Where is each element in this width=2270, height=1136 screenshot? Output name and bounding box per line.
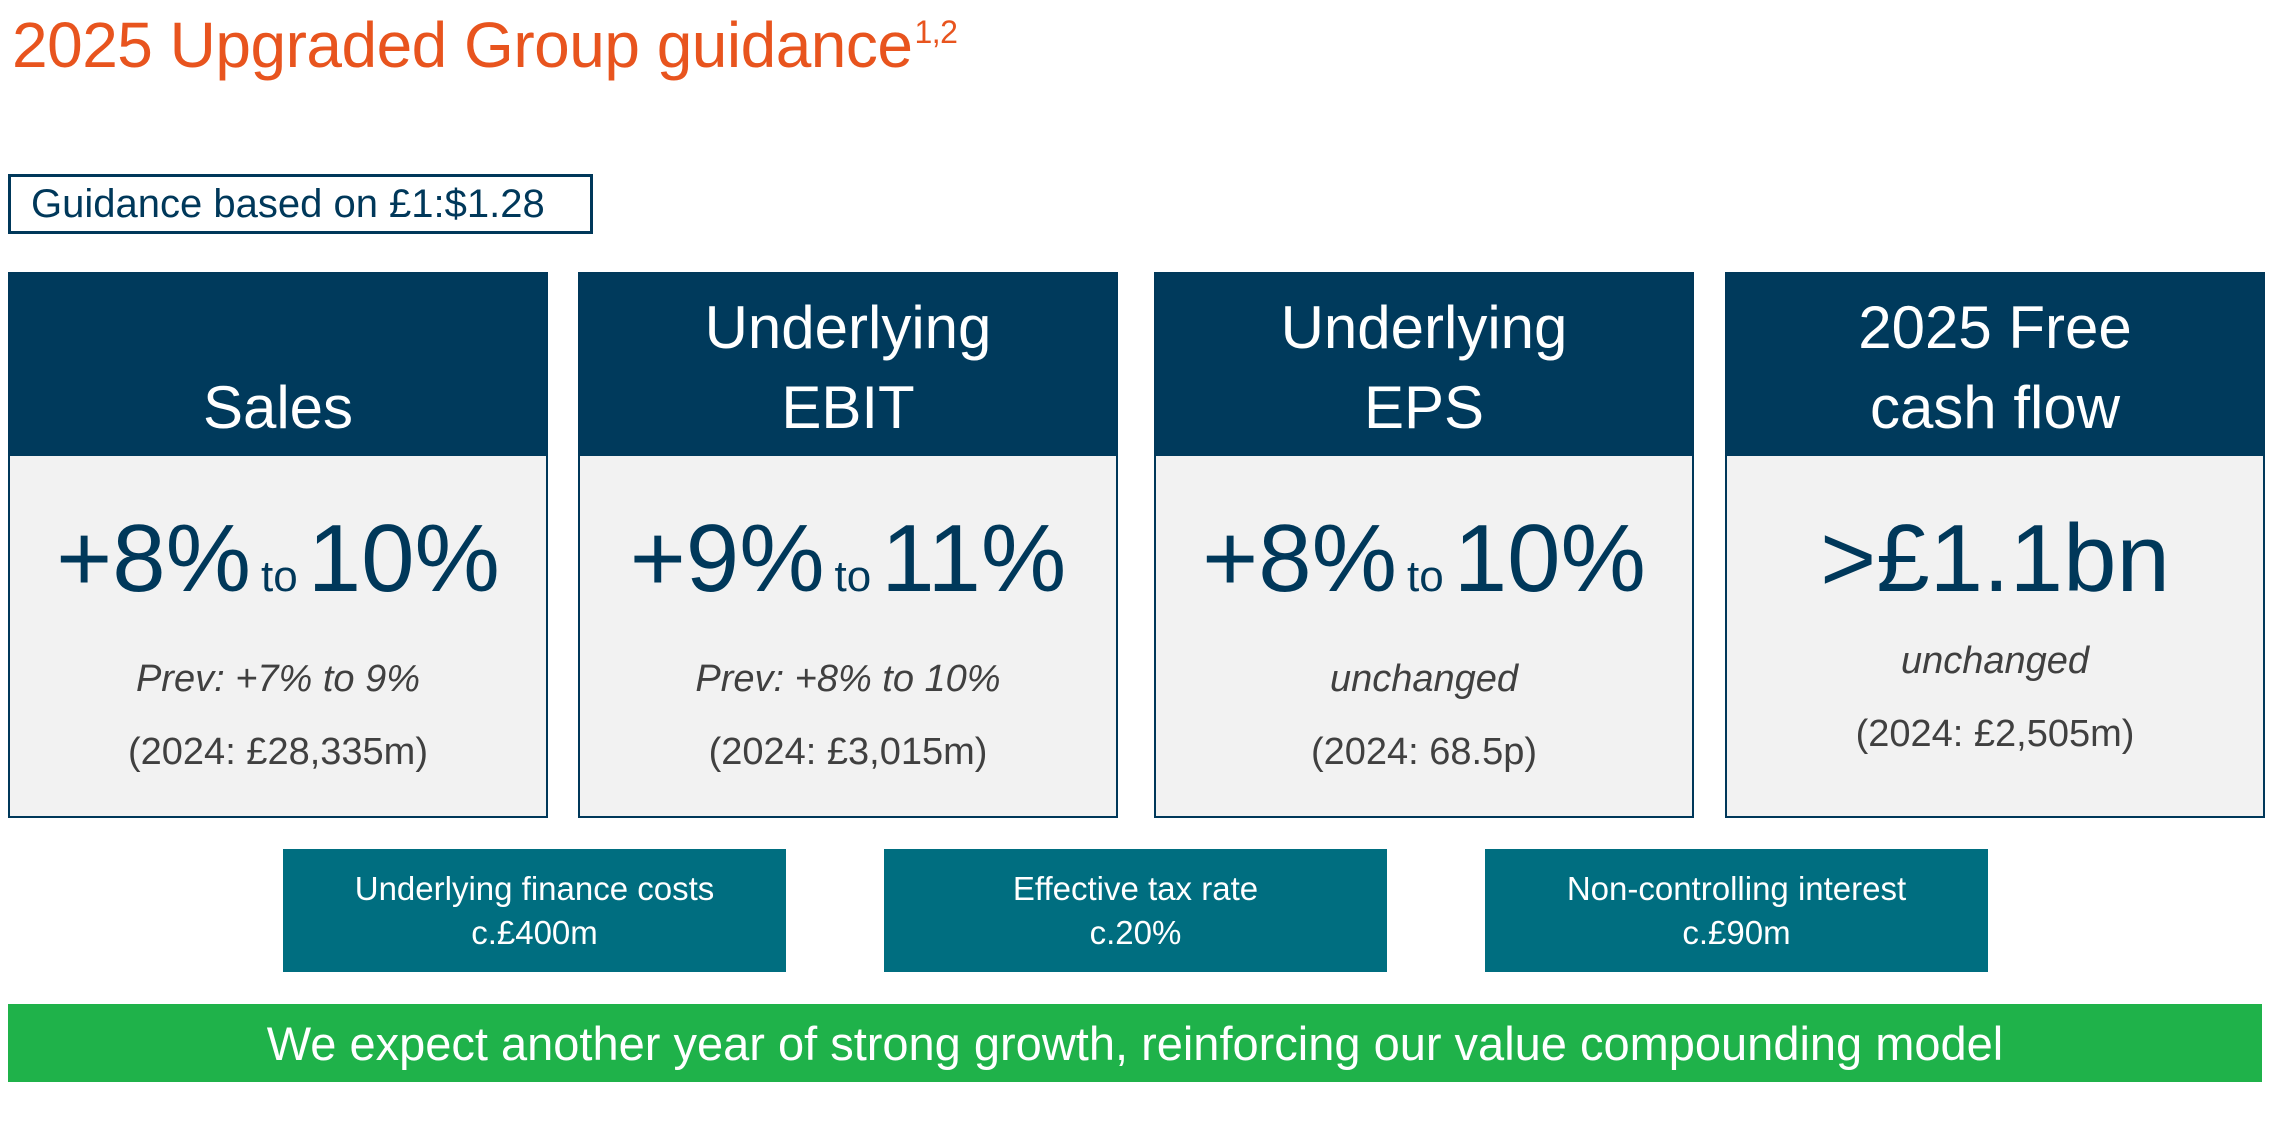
previous-guidance: unchanged (1900, 640, 2090, 682)
range-to-word: to (1406, 552, 1444, 601)
card-header-line2: Sales (202, 374, 354, 441)
range-to: 10% (307, 505, 500, 612)
previous-guidance: Prev: +7% to 9% (135, 658, 421, 700)
card-header-line1: Underlying (1280, 294, 1568, 361)
sub-box-label: Non-controlling interest (1566, 869, 1907, 907)
sub-box-value: c.£90m (1682, 913, 1791, 951)
prior-year-base: (2024: £28,335m) (128, 731, 428, 773)
title-footnote: 1,2 (914, 14, 958, 50)
guidance-card-sales: Sales +8% to 10% Prev: +7% to 9% (2024: £2… (8, 272, 548, 818)
range-to: 10% (1453, 505, 1646, 612)
guidance-range: +8% to 10% (10, 504, 546, 632)
fx-rate-note: Guidance based on £1:$1.28 (8, 174, 593, 234)
card-header: 2025 Free cash flow (1727, 274, 2263, 456)
finance-costs-box: Underlying finance costs c.£400m (283, 849, 786, 972)
sub-box-value: c.£400m (471, 913, 598, 951)
sub-box-value: c.20% (1089, 913, 1182, 951)
guidance-card-ebit: Underlying EBIT +9% to 11% Prev: +8% to 10… (578, 272, 1118, 818)
guidance-card-free-cash-flow: 2025 Free cash flow >£1.1bn unchanged (2… (1725, 272, 2265, 818)
card-header: Underlying EBIT (580, 274, 1116, 456)
previous-guidance: unchanged (1329, 658, 1519, 700)
sub-box-label: Effective tax rate (1012, 869, 1259, 907)
card-header-line2: cash flow (1869, 374, 2121, 441)
prior-year-base: (2024: £2,505m) (1855, 713, 2135, 755)
range-to-word: to (834, 552, 872, 601)
guidance-range: +9% to 11% (580, 504, 1116, 632)
card-header: Sales (10, 274, 546, 456)
sub-box-label: Underlying finance costs (354, 869, 715, 907)
card-header-line2: EPS (1363, 374, 1485, 441)
prior-year-base: (2024: 68.5p) (1310, 731, 1538, 773)
card-header-line2: EBIT (781, 374, 915, 441)
summary-banner: We expect another year of strong growth,… (8, 1004, 2262, 1082)
previous-guidance: Prev: +8% to 10% (695, 658, 1001, 700)
range-from: +8% (1202, 505, 1397, 612)
card-header: Underlying EPS (1156, 274, 1692, 456)
card-header-line1: 2025 Free (1858, 294, 2132, 361)
tax-rate-box: Effective tax rate c.20% (884, 849, 1387, 972)
page-title: 2025 Upgraded Group guidance1,2 (12, 9, 958, 81)
guidance-value: >£1.1bn (1820, 505, 2170, 612)
range-to: 11% (881, 505, 1067, 612)
range-from: +8% (56, 505, 251, 612)
guidance-card-eps: Underlying EPS +8% to 10% unchanged (2024:… (1154, 272, 1694, 818)
prior-year-base: (2024: £3,015m) (708, 731, 988, 773)
guidance-range: +8% to 10% (1156, 504, 1692, 632)
range-from: +9% (629, 505, 825, 612)
card-header-line1: Underlying (704, 294, 992, 361)
non-controlling-interest-box: Non-controlling interest c.£90m (1485, 849, 1988, 972)
range-to-word: to (260, 552, 298, 601)
